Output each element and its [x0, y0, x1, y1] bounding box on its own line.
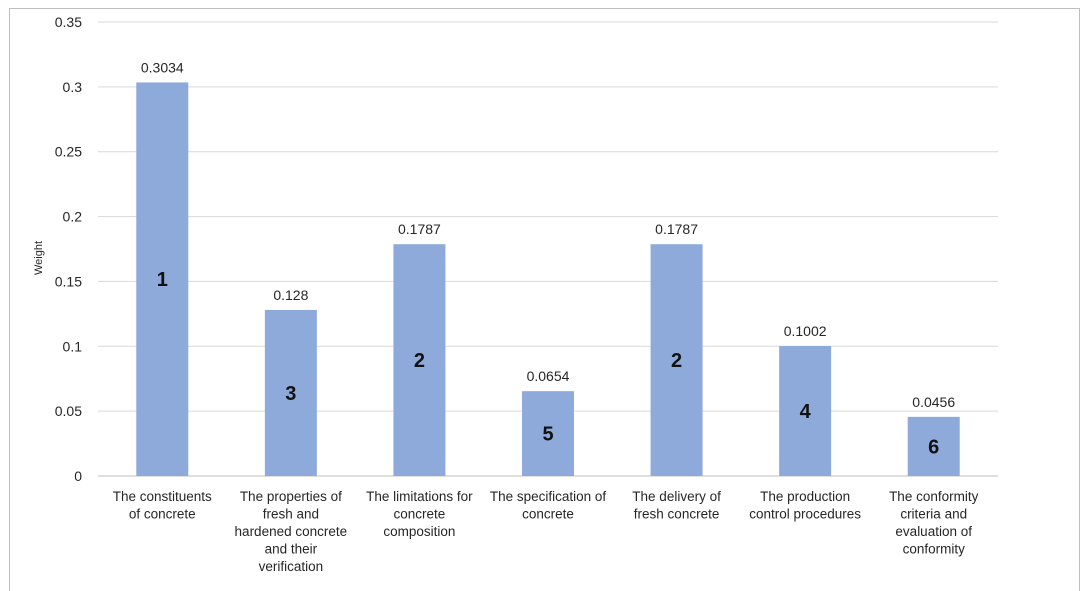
y-tick-label: 0.1: [63, 338, 83, 354]
data-label: 0.0456: [912, 394, 955, 410]
data-label: 0.1002: [784, 323, 827, 339]
bar: [136, 82, 189, 477]
category-label-line: conformity: [903, 542, 966, 557]
category-label-line: and their: [265, 542, 318, 557]
category-label: The properties of fresh and hardened concr…: [235, 489, 348, 574]
category-label-line: fresh and: [263, 507, 319, 522]
rank-label: 2: [414, 350, 425, 372]
data-labels: 0.3034 0.128 0.1787 0.0654 0.1787 0.1002 0.045…: [141, 59, 955, 409]
data-label: 0.3034: [141, 59, 184, 75]
bar: [264, 309, 317, 476]
category-label-line: evaluation of: [895, 524, 972, 539]
category-label-line: composition: [383, 524, 455, 539]
category-label: The specification of concrete: [490, 489, 607, 522]
y-tick-label: 0.15: [55, 273, 82, 289]
category-label: The conformity criteria and evaluation of c…: [889, 489, 979, 557]
category-label-line: The conformity: [889, 489, 979, 504]
bar: [907, 416, 960, 476]
rank-label: 3: [285, 383, 296, 405]
category-label-line: The specification of: [490, 489, 607, 504]
rank-label: 1: [157, 269, 168, 291]
category-label-line: The limitations for: [366, 489, 473, 504]
bar: [650, 244, 703, 476]
bar: [522, 391, 574, 476]
y-tick-label: 0.35: [55, 14, 82, 30]
y-tick-label: 0: [74, 468, 82, 484]
rank-label: 6: [928, 436, 939, 458]
category-label: The limitations for concrete composition: [366, 489, 473, 539]
data-label: 0.0654: [527, 368, 570, 384]
category-label-line: The production: [760, 489, 850, 504]
y-tick-label: 0.2: [63, 209, 83, 225]
y-axis-ticks: 0 0.05 0.1 0.15 0.2 0.25 0.3 0.35: [55, 14, 82, 484]
category-label-line: fresh concrete: [634, 507, 720, 522]
y-tick-label: 0.3: [63, 79, 83, 95]
rank-labels: 1 3 2 5 2 4 6: [157, 269, 940, 458]
y-tick-label: 0.25: [55, 144, 82, 160]
y-axis-label: Weight: [33, 241, 45, 275]
rank-label: 5: [542, 424, 553, 446]
category-label-line: The properties of: [240, 489, 342, 504]
bar: [393, 244, 446, 476]
rank-label: 2: [671, 350, 682, 372]
category-label-line: concrete: [522, 507, 574, 522]
data-label: 0.1787: [398, 221, 441, 237]
bars: [136, 82, 960, 477]
category-label: The delivery of fresh concrete: [632, 489, 721, 522]
category-label: The constituents of concrete: [113, 489, 212, 522]
category-label-line: concrete: [394, 507, 446, 522]
category-label: The production control procedures: [749, 489, 861, 522]
category-label-line: verification: [259, 559, 324, 574]
category-label-line: hardened concrete: [235, 524, 348, 539]
rank-label: 4: [800, 401, 812, 423]
category-label-line: control procedures: [749, 507, 861, 522]
y-tick-label: 0.05: [55, 403, 82, 419]
data-label: 0.1787: [655, 221, 698, 237]
category-label-line: criteria and: [900, 507, 967, 522]
category-label-line: The delivery of: [632, 489, 721, 504]
category-label-line: The constituents: [113, 489, 212, 504]
x-axis-category-labels: The constituents of concrete The propertie…: [113, 489, 979, 574]
category-label-line: of concrete: [129, 507, 196, 522]
data-label: 0.128: [273, 287, 308, 303]
bar: [779, 346, 832, 476]
